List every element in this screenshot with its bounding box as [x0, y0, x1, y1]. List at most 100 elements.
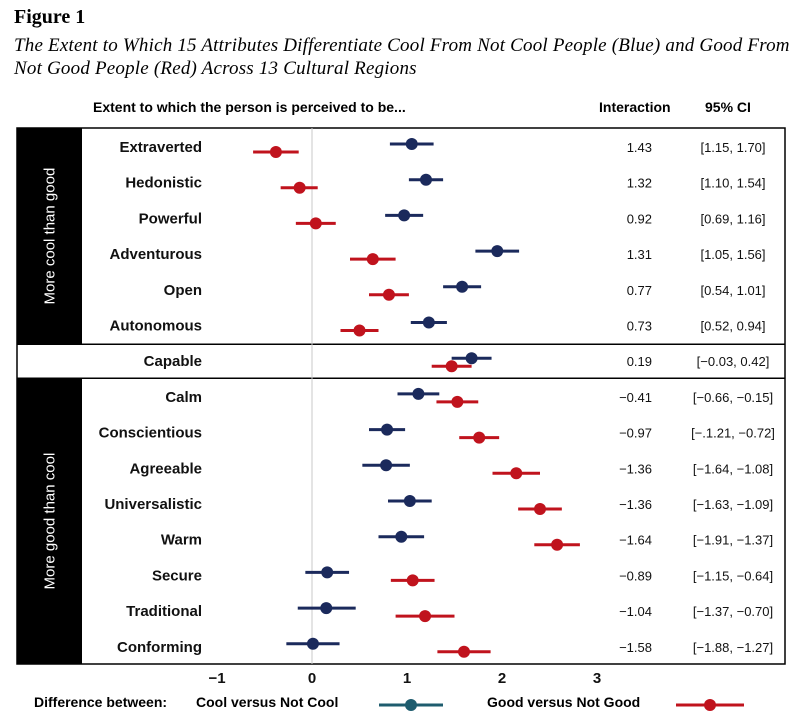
ci-value: [0.54, 1.01] — [700, 283, 765, 298]
ci-value: [−0.03, 0.42] — [697, 354, 770, 369]
x-tick-label: 2 — [498, 670, 506, 687]
good-point — [309, 217, 322, 230]
x-tick-label: 3 — [593, 670, 601, 687]
interaction-value: 0.92 — [627, 211, 652, 226]
sidebar-good-block — [17, 378, 82, 664]
legend-cool-label: Cool versus Not Cool — [196, 694, 339, 710]
ci-value: [−1.91, −1.37] — [693, 533, 773, 548]
ci-header: 95% CI — [705, 99, 751, 115]
x-tick-label: −1 — [208, 670, 225, 687]
good-point — [551, 538, 564, 551]
interaction-value: −1.58 — [619, 640, 652, 655]
legend-good-marker — [676, 699, 744, 711]
cool-point — [405, 138, 418, 150]
cool-point — [412, 387, 425, 400]
plot-row: Powerful 0.92 [0.69, 1.16] — [139, 209, 766, 230]
good-point — [473, 431, 486, 444]
sidebar-good-label: More good than cool — [42, 453, 59, 590]
cool-point — [491, 245, 504, 258]
ci-value: [−0.66, −0.15] — [693, 390, 773, 405]
ci-value: [0.52, 0.94] — [700, 319, 765, 334]
ci-value: [−1.15, −0.64] — [693, 568, 773, 583]
good-point — [269, 146, 282, 158]
plot-row: Autonomous 0.73 [0.52, 0.94] — [110, 316, 766, 337]
cool-point — [380, 459, 393, 472]
figure-title: The Extent to Which 15 Attributes Differ… — [14, 35, 790, 79]
legend-prefix: Difference between: — [34, 694, 168, 710]
good-point — [451, 395, 464, 408]
cool-point — [403, 495, 416, 507]
good-point — [366, 253, 379, 266]
good-point — [382, 288, 395, 301]
interaction-value: −1.36 — [619, 497, 652, 512]
plot-row: Secure −0.89 [−1.15, −0.64] — [152, 566, 773, 587]
plot-frame — [16, 127, 786, 665]
good-point — [534, 503, 546, 515]
plot-row: Warm −1.64 [−1.91, −1.37] — [161, 530, 773, 551]
x-axis-ticks: −1 0 1 2 3 — [208, 670, 601, 687]
legend-good-label: Good versus Not Good — [487, 694, 641, 710]
good-point — [510, 467, 523, 480]
interaction-value: 1.31 — [627, 247, 652, 262]
attribute-label: Warm — [161, 532, 202, 549]
cool-point — [320, 602, 333, 615]
attribute-label: Calm — [165, 389, 202, 406]
interaction-value: 0.19 — [627, 354, 652, 369]
cool-point — [422, 316, 435, 329]
plot-row: Agreeable −1.36 [−1.64, −1.08] — [129, 459, 773, 480]
ci-value: [−1.64, −1.08] — [693, 461, 773, 476]
attribute-label: Capable — [144, 353, 202, 370]
interaction-value: −1.04 — [619, 604, 652, 619]
sidebar-cool-label: More cool than good — [42, 168, 59, 305]
interaction-value: −0.97 — [619, 426, 652, 441]
interaction-value: −0.89 — [619, 568, 652, 583]
attribute-label: Hedonistic — [125, 175, 202, 192]
cool-point — [456, 280, 469, 293]
interaction-value: 1.43 — [627, 140, 652, 155]
plot-row: Conscientious −0.97 [−.1.21, −0.72] — [99, 423, 775, 444]
cool-point — [306, 637, 319, 650]
plot-row: Adventurous 1.31 [1.05, 1.56] — [109, 245, 766, 266]
interaction-value: 0.73 — [627, 319, 652, 334]
plot-row: Calm −0.41 [−0.66, −0.15] — [165, 387, 773, 408]
legend-cool-marker — [379, 699, 443, 711]
attribute-label: Agreeable — [129, 460, 202, 477]
plot-row: Hedonistic 1.32 [1.10, 1.54] — [125, 173, 766, 194]
plot-row: Extraverted 1.43 [1.15, 1.70] — [119, 138, 766, 158]
plot-row: Conforming −1.58 [−1.88, −1.27] — [117, 637, 773, 658]
group-sidebar: More cool than good More good than cool — [17, 128, 82, 664]
cool-point — [321, 566, 334, 579]
good-point — [353, 324, 366, 337]
attribute-label: Secure — [152, 567, 202, 584]
interaction-value: 0.77 — [627, 283, 652, 298]
plot-row: Open 0.77 [0.54, 1.01] — [164, 280, 766, 301]
plot-rows: Extraverted 1.43 [1.15, 1.70] Hedonistic 1.3… — [99, 138, 775, 658]
cool-point — [395, 530, 408, 543]
ci-value: [−1.88, −1.27] — [693, 640, 773, 655]
interaction-value: −1.36 — [619, 461, 652, 476]
attribute-label: Extraverted — [119, 139, 202, 156]
attribute-label: Powerful — [139, 210, 202, 227]
attribute-label: Open — [164, 282, 202, 299]
attribute-label: Autonomous — [110, 318, 202, 335]
cool-point — [420, 173, 432, 186]
good-point — [445, 360, 458, 373]
plot-row: Traditional −1.04 [−1.37, −0.70] — [126, 602, 773, 623]
figure-label: Figure 1 — [14, 6, 86, 28]
interaction-value: −0.41 — [619, 390, 652, 405]
attribute-label: Conforming — [117, 639, 202, 656]
attribute-label: Adventurous — [109, 246, 202, 263]
attribute-label: Conscientious — [99, 425, 202, 442]
ci-value: [1.10, 1.54] — [700, 176, 765, 191]
ci-value: [−1.37, −0.70] — [693, 604, 773, 619]
plot-row: Universalistic −1.36 [−1.63, −1.09] — [104, 495, 773, 515]
x-tick-label: 0 — [308, 670, 316, 687]
ci-value: [0.69, 1.16] — [700, 211, 765, 226]
x-tick-label: 1 — [403, 670, 411, 687]
attribute-label: Universalistic — [104, 496, 202, 513]
interaction-value: 1.32 — [627, 176, 652, 191]
good-point — [406, 574, 419, 587]
ci-value: [1.05, 1.56] — [700, 247, 765, 262]
ci-value: [−.1.21, −0.72] — [691, 426, 775, 441]
